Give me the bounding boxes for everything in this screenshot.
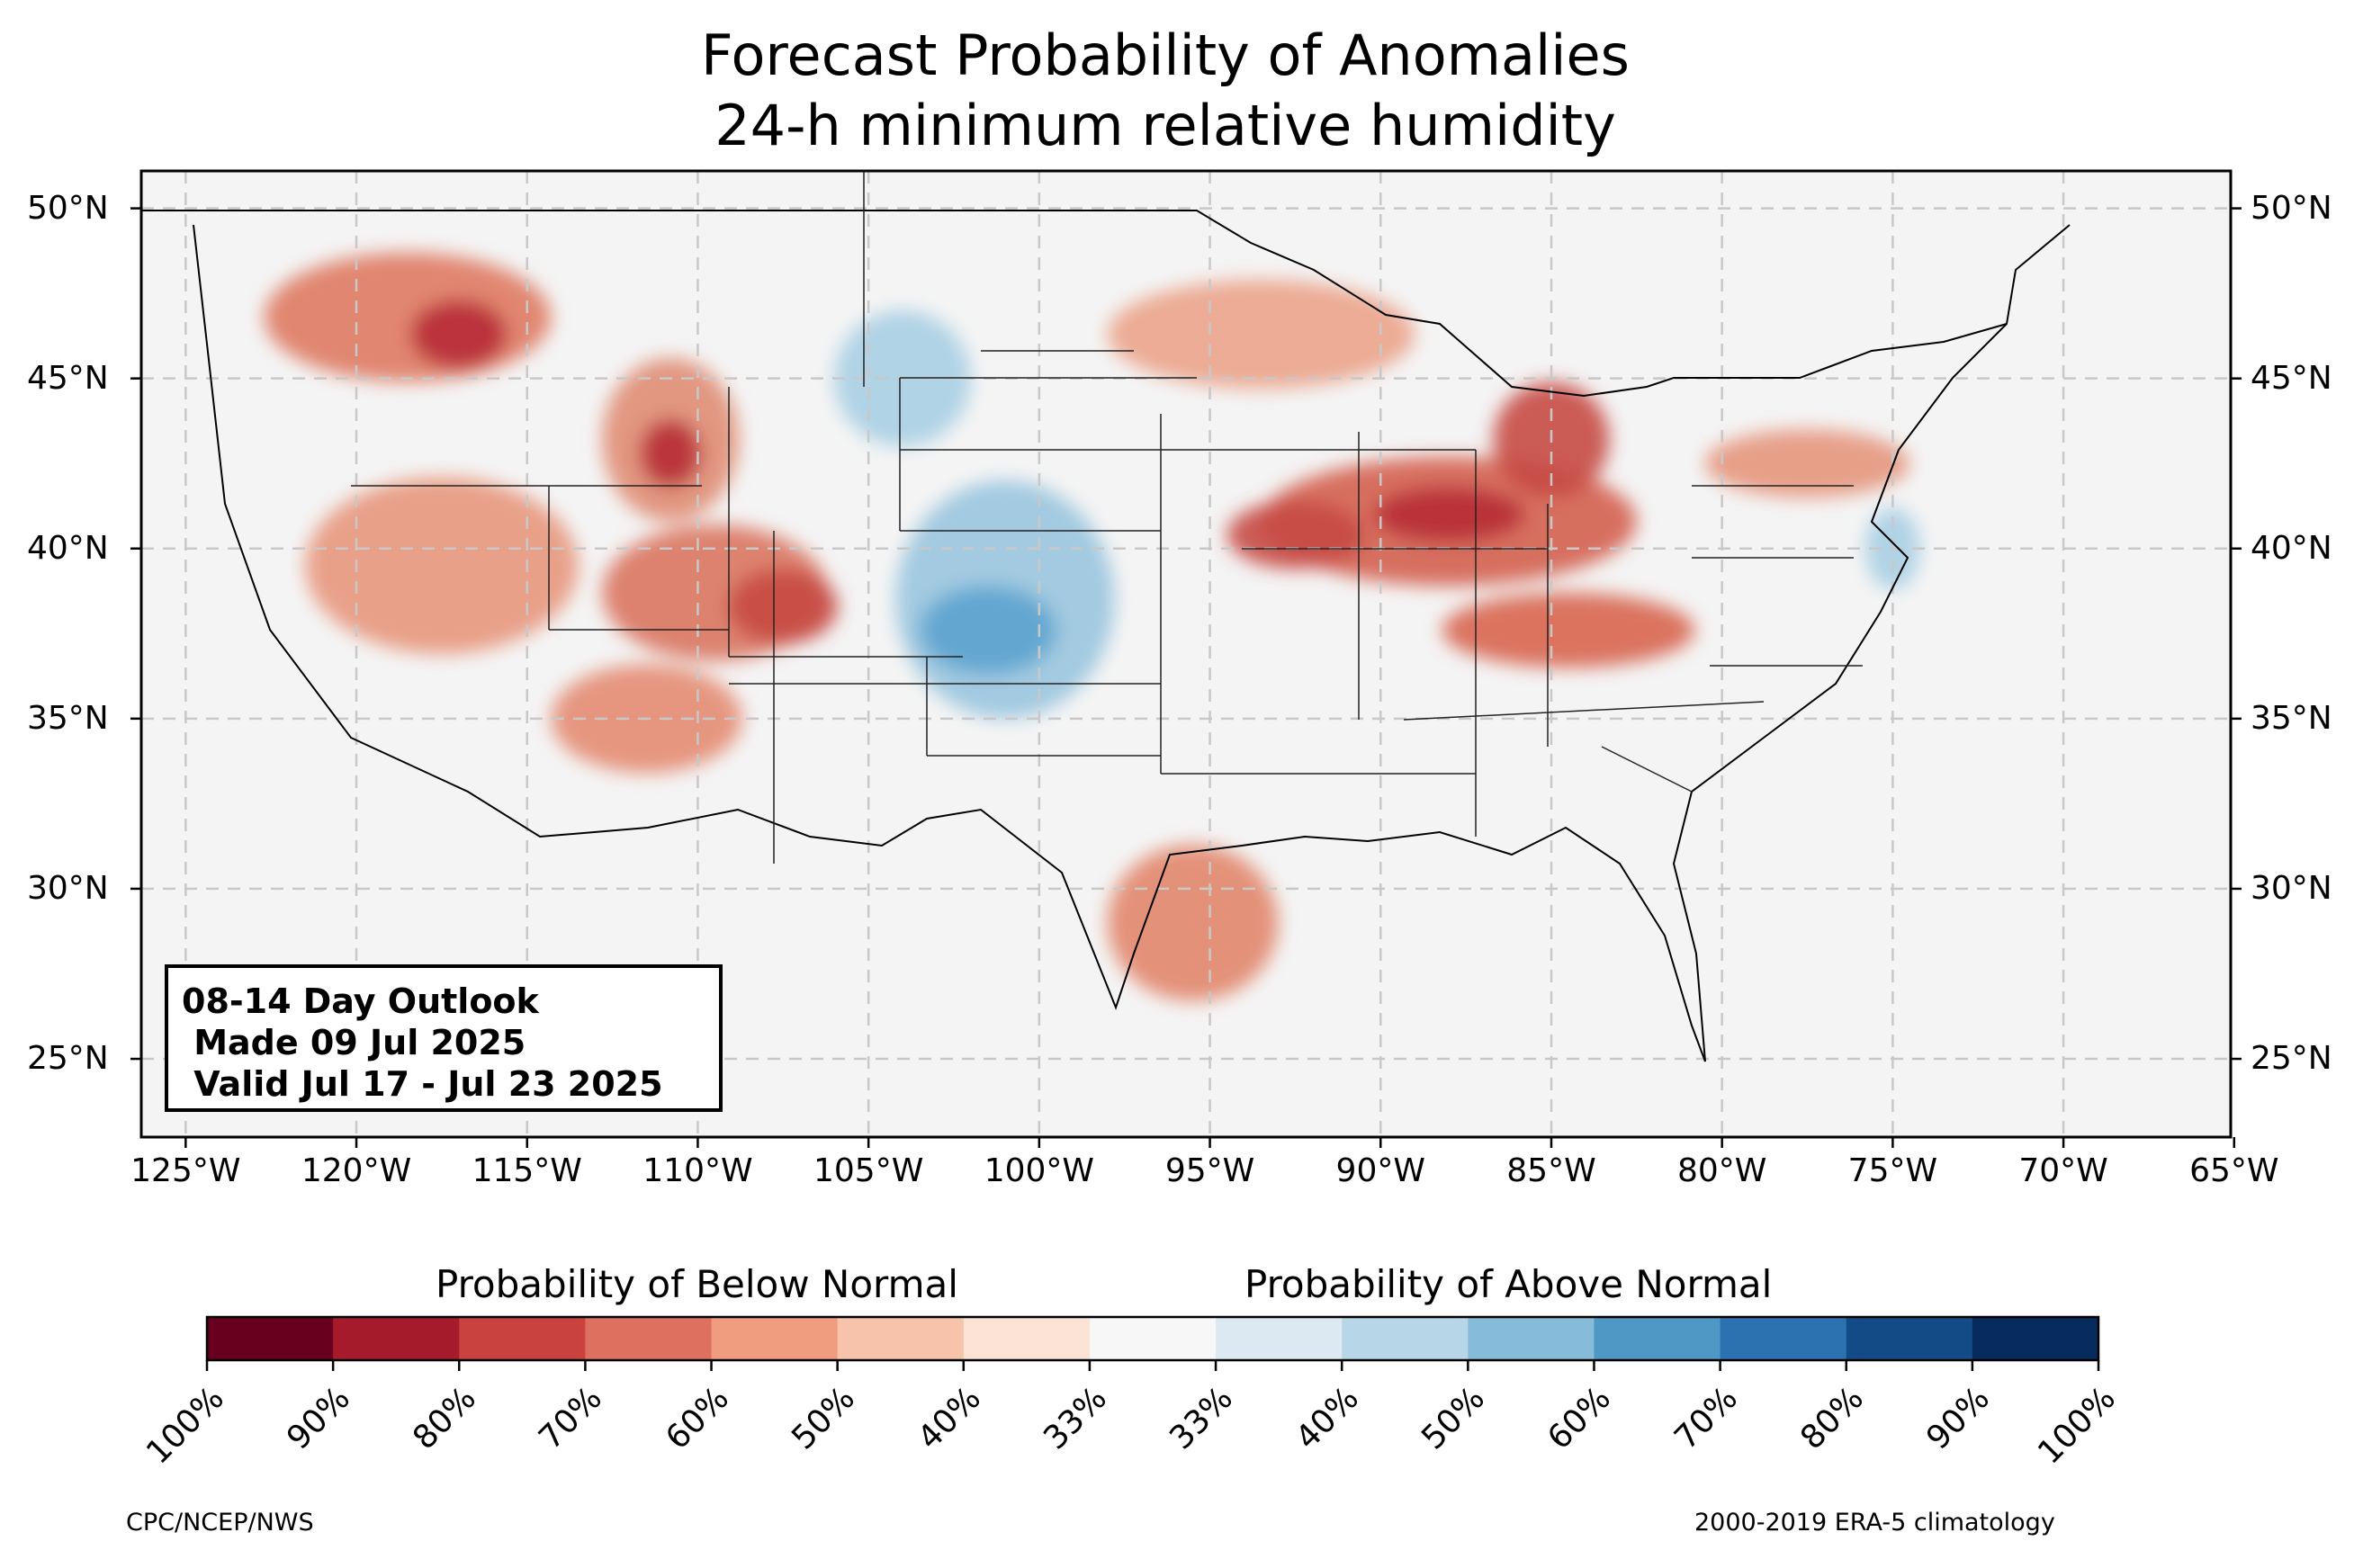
state-lines [351, 171, 1863, 864]
lat-tick-label-left: 30°N [27, 869, 109, 907]
colorbar-segment-6 [963, 1317, 1091, 1360]
probability-region-13 [1442, 592, 1695, 668]
probability-region-4 [305, 477, 579, 655]
lon-tick-label: 115°W [472, 1152, 582, 1189]
colorbar [205, 1315, 2100, 1371]
lon-tick-label: 105°W [813, 1152, 924, 1189]
colorbar-segment-12 [1720, 1317, 1847, 1360]
probability-region-18 [920, 586, 1056, 675]
lon-tick-label: 95°W [1164, 1152, 1255, 1189]
colorbar-segment-9 [1342, 1317, 1469, 1360]
lat-tick-label-right: 45°N [2251, 359, 2332, 397]
lat-tick-label-left: 50°N [27, 189, 109, 227]
outlook-made-date: Made 09 Jul 2025 [182, 1023, 526, 1062]
colorbar-frame [205, 1315, 2100, 1362]
colorbar-segment-8 [1216, 1317, 1343, 1360]
probability-region-15 [1107, 844, 1279, 1001]
probability-region-0 [264, 252, 552, 382]
lon-tick-label: 75°W [1847, 1152, 1938, 1189]
colorbar-segment-11 [1594, 1317, 1721, 1360]
lon-tick-label: 125°W [130, 1152, 241, 1189]
credit-left: CPC/NCEP/NWS [126, 1509, 314, 1537]
lat-tick-label-right: 25°N [2251, 1040, 2332, 1078]
outlook-period: 08-14 Day Outlook [182, 981, 539, 1021]
colorbar-segment-14 [1972, 1317, 2099, 1360]
canada-border [141, 210, 2008, 398]
lat-tick-label-left: 40°N [27, 529, 109, 567]
colorbar-below-label: Probability of Below Normal [436, 1262, 958, 1306]
lon-tick-label: 100°W [984, 1152, 1094, 1189]
lon-tick-label: 65°W [2189, 1152, 2279, 1189]
credit-right: 2000-2019 ERA-5 climatology [1694, 1509, 2055, 1537]
colorbar-segment-10 [1468, 1317, 1595, 1360]
colorbar-segment-5 [837, 1317, 965, 1360]
map-frame [139, 169, 2233, 1139]
probability-region-6 [728, 569, 838, 644]
lon-tick-label: 85°W [1506, 1152, 1596, 1189]
probability-region-1 [410, 300, 507, 369]
probability-shading [264, 252, 1920, 1001]
lon-tick-label: 90°W [1335, 1152, 1425, 1189]
colorbar-above-label: Probability of Above Normal [1244, 1262, 1773, 1306]
probability-region-10 [1373, 487, 1524, 542]
probability-region-12 [1226, 500, 1364, 569]
probability-region-3 [639, 419, 702, 488]
lat-tick-label-left: 45°N [27, 359, 109, 397]
axis-ticks [130, 207, 2242, 1148]
map-subtitle: 24-h minimum relative humidity [714, 93, 1616, 158]
lon-tick-label: 120°W [301, 1152, 412, 1189]
lat-tick-label-left: 25°N [27, 1040, 109, 1078]
colorbar-segment-4 [711, 1317, 839, 1360]
outlook-info-box: 08-14 Day Outlook Made 09 Jul 2025 Valid… [165, 964, 723, 1112]
probability-region-8 [1107, 280, 1415, 390]
lat-tick-label-left: 35°N [27, 699, 109, 737]
probability-region-14 [1704, 429, 1910, 498]
lat-tick-label-right: 30°N [2251, 869, 2332, 907]
lat-tick-label-right: 50°N [2251, 189, 2332, 227]
colorbar-segment-13 [1846, 1317, 1973, 1360]
lon-tick-label: 110°W [642, 1152, 753, 1189]
colorbar-segment-1 [333, 1317, 460, 1360]
lat-tick-label-right: 35°N [2251, 699, 2332, 737]
lon-tick-label: 80°W [1676, 1152, 1767, 1189]
land-outline [141, 171, 2071, 1062]
colorbar-segment-0 [207, 1317, 334, 1360]
conus-outline [193, 224, 2071, 1062]
lat-tick-label-right: 40°N [2251, 529, 2332, 567]
outlook-valid-dates: Valid Jul 17 - Jul 23 2025 [182, 1064, 663, 1104]
lon-tick-label: 70°W [2018, 1152, 2108, 1189]
colorbar-segment-7 [1089, 1317, 1217, 1360]
colorbar-segment-2 [459, 1317, 586, 1360]
map-title: Forecast Probability of Anomalies [701, 22, 1630, 88]
colorbar-segment-3 [585, 1317, 713, 1360]
